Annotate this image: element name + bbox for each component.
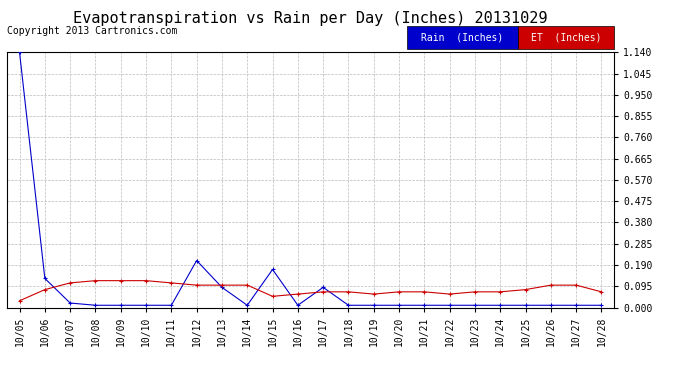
Text: ET  (Inches): ET (Inches) (531, 33, 601, 42)
Text: Evapotranspiration vs Rain per Day (Inches) 20131029: Evapotranspiration vs Rain per Day (Inch… (73, 11, 548, 26)
Text: Rain  (Inches): Rain (Inches) (421, 33, 504, 42)
Text: Copyright 2013 Cartronics.com: Copyright 2013 Cartronics.com (7, 26, 177, 36)
